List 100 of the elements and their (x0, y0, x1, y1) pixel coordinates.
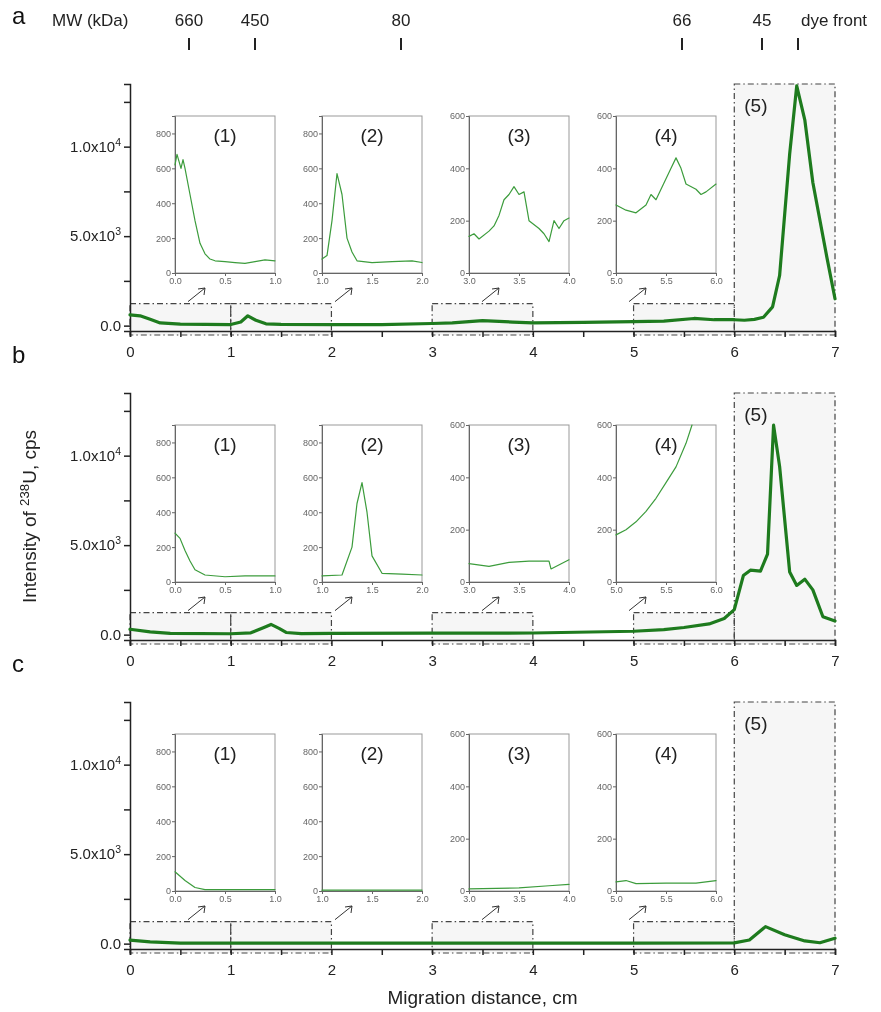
chart-title: a (12, 2, 26, 29)
line-series (174, 532, 276, 578)
text: (3) (507, 434, 531, 455)
x-tick-label: 4.0 (563, 894, 576, 905)
text: 660 (174, 11, 204, 30)
text: 45 (752, 11, 772, 30)
x-tick-label: 6.0 (710, 276, 723, 287)
x-tick-label: 0.5 (219, 585, 232, 596)
x-tick-label: 7 (831, 960, 840, 978)
x-tick-label: 6 (730, 960, 739, 978)
y-tick-label: 200 (596, 525, 612, 536)
x-tick-label: 1.5 (366, 894, 379, 905)
x-tick-label: 5.0 (610, 585, 623, 596)
x-tick-label: 2.0 (416, 894, 429, 905)
x-tick-label: 1 (227, 960, 236, 978)
y-tick-label: 0 (165, 268, 171, 279)
line-series (128, 84, 837, 327)
y-tick-label: 600 (596, 111, 612, 122)
y-tick-label: 600 (596, 420, 612, 431)
y-tick-label: 800 (155, 437, 171, 448)
x-tick-label: 3.5 (513, 276, 526, 287)
x-tick-label: 4 (529, 342, 538, 360)
y-tick-label: 0 (459, 886, 465, 897)
text: 66 (672, 11, 692, 30)
y-tick-label: 800 (302, 437, 318, 448)
y-tick-label: 0 (606, 577, 612, 588)
y-tick-label: 400 (155, 507, 171, 518)
y-tick-label: 0 (312, 577, 318, 588)
y-tick-label: 400 (302, 816, 318, 827)
x-tick-label: 4.0 (563, 276, 576, 287)
x-tick-label: 1.5 (366, 276, 379, 287)
line-series (128, 925, 837, 945)
y-tick-label: 1.0x10$^{4}$ (70, 135, 122, 155)
y-tick-label: 0 (312, 268, 318, 279)
y-tick-label: 5.0x10$^{3}$ (70, 225, 122, 245)
text: (2) (360, 743, 384, 764)
x-tick-label: 2.0 (416, 276, 429, 287)
text: (2) (360, 434, 384, 455)
y-tick-label: 200 (155, 233, 171, 244)
y-tick-label: 800 (155, 746, 171, 757)
text: dye front (800, 11, 868, 30)
y-tick-label: 600 (302, 163, 318, 174)
y-tick-label: 1.0x10$^{4}$ (70, 753, 122, 773)
y-tick-label: 400 (449, 163, 465, 174)
y-tick-label: 0 (165, 577, 171, 588)
line-series (128, 423, 837, 636)
x-tick-label: 0.5 (219, 276, 232, 287)
y-tick-label: 5.0x10$^{3}$ (70, 534, 122, 554)
y-tick-label: 800 (302, 746, 318, 757)
x-axis-title: Migration distance, cm (387, 987, 578, 1008)
x-tick-label: 3.0 (463, 585, 476, 596)
y-tick-label: 600 (155, 472, 171, 483)
y-tick-label: 800 (155, 128, 171, 139)
y-tick-label: 0 (606, 886, 612, 897)
text: (4) (654, 125, 678, 146)
x-tick-label: 1.0 (316, 585, 329, 596)
text: (2) (360, 125, 384, 146)
x-tick-label: 3.5 (513, 585, 526, 596)
y-tick-label: 400 (596, 472, 612, 483)
text: MW (kDa) (52, 11, 129, 30)
y-tick-label: 200 (302, 542, 318, 553)
line-series (468, 559, 570, 570)
band-label: (5) (744, 713, 768, 734)
y-tick-label: 400 (449, 781, 465, 792)
y-tick-label: 0 (606, 268, 612, 279)
x-tick-label: 7 (831, 342, 840, 360)
line-series (321, 172, 423, 264)
y-tick-label: 0 (459, 577, 465, 588)
y-tick-label: 400 (155, 816, 171, 827)
text: (3) (507, 743, 531, 764)
x-tick-label: 0.5 (219, 894, 232, 905)
y-tick-label: 200 (155, 851, 171, 862)
x-tick-label: 3 (428, 651, 437, 669)
y-tick-label: 600 (449, 420, 465, 431)
y-tick-label: 200 (449, 834, 465, 845)
x-tick-label: 7 (831, 651, 840, 669)
y-tick-label: 600 (449, 111, 465, 122)
y-tick-label: 200 (596, 834, 612, 845)
x-tick-label: 5 (629, 651, 639, 669)
x-tick-label: 0 (126, 651, 135, 669)
x-tick-label: 0 (126, 960, 135, 978)
line-series (174, 153, 276, 265)
y-tick-label: 400 (596, 781, 612, 792)
y-tick-label: 400 (596, 163, 612, 174)
line-series (615, 157, 717, 214)
line-series (174, 871, 276, 891)
line-series (468, 186, 570, 243)
chart-title: c (12, 650, 24, 677)
y-tick-label: 0 (312, 886, 318, 897)
x-tick-label: 3.5 (513, 894, 526, 905)
x-tick-label: 2 (327, 651, 337, 669)
y-tick-label: 600 (596, 729, 612, 740)
y-tick-label: 0.0 (100, 625, 121, 643)
y-tick-label: 400 (302, 507, 318, 518)
x-tick-label: 4.0 (563, 585, 576, 596)
x-tick-label: 3.0 (463, 894, 476, 905)
text: 450 (240, 11, 270, 30)
y-tick-label: 600 (302, 472, 318, 483)
x-tick-label: 1.0 (269, 276, 282, 287)
y-tick-label: 600 (155, 781, 171, 792)
